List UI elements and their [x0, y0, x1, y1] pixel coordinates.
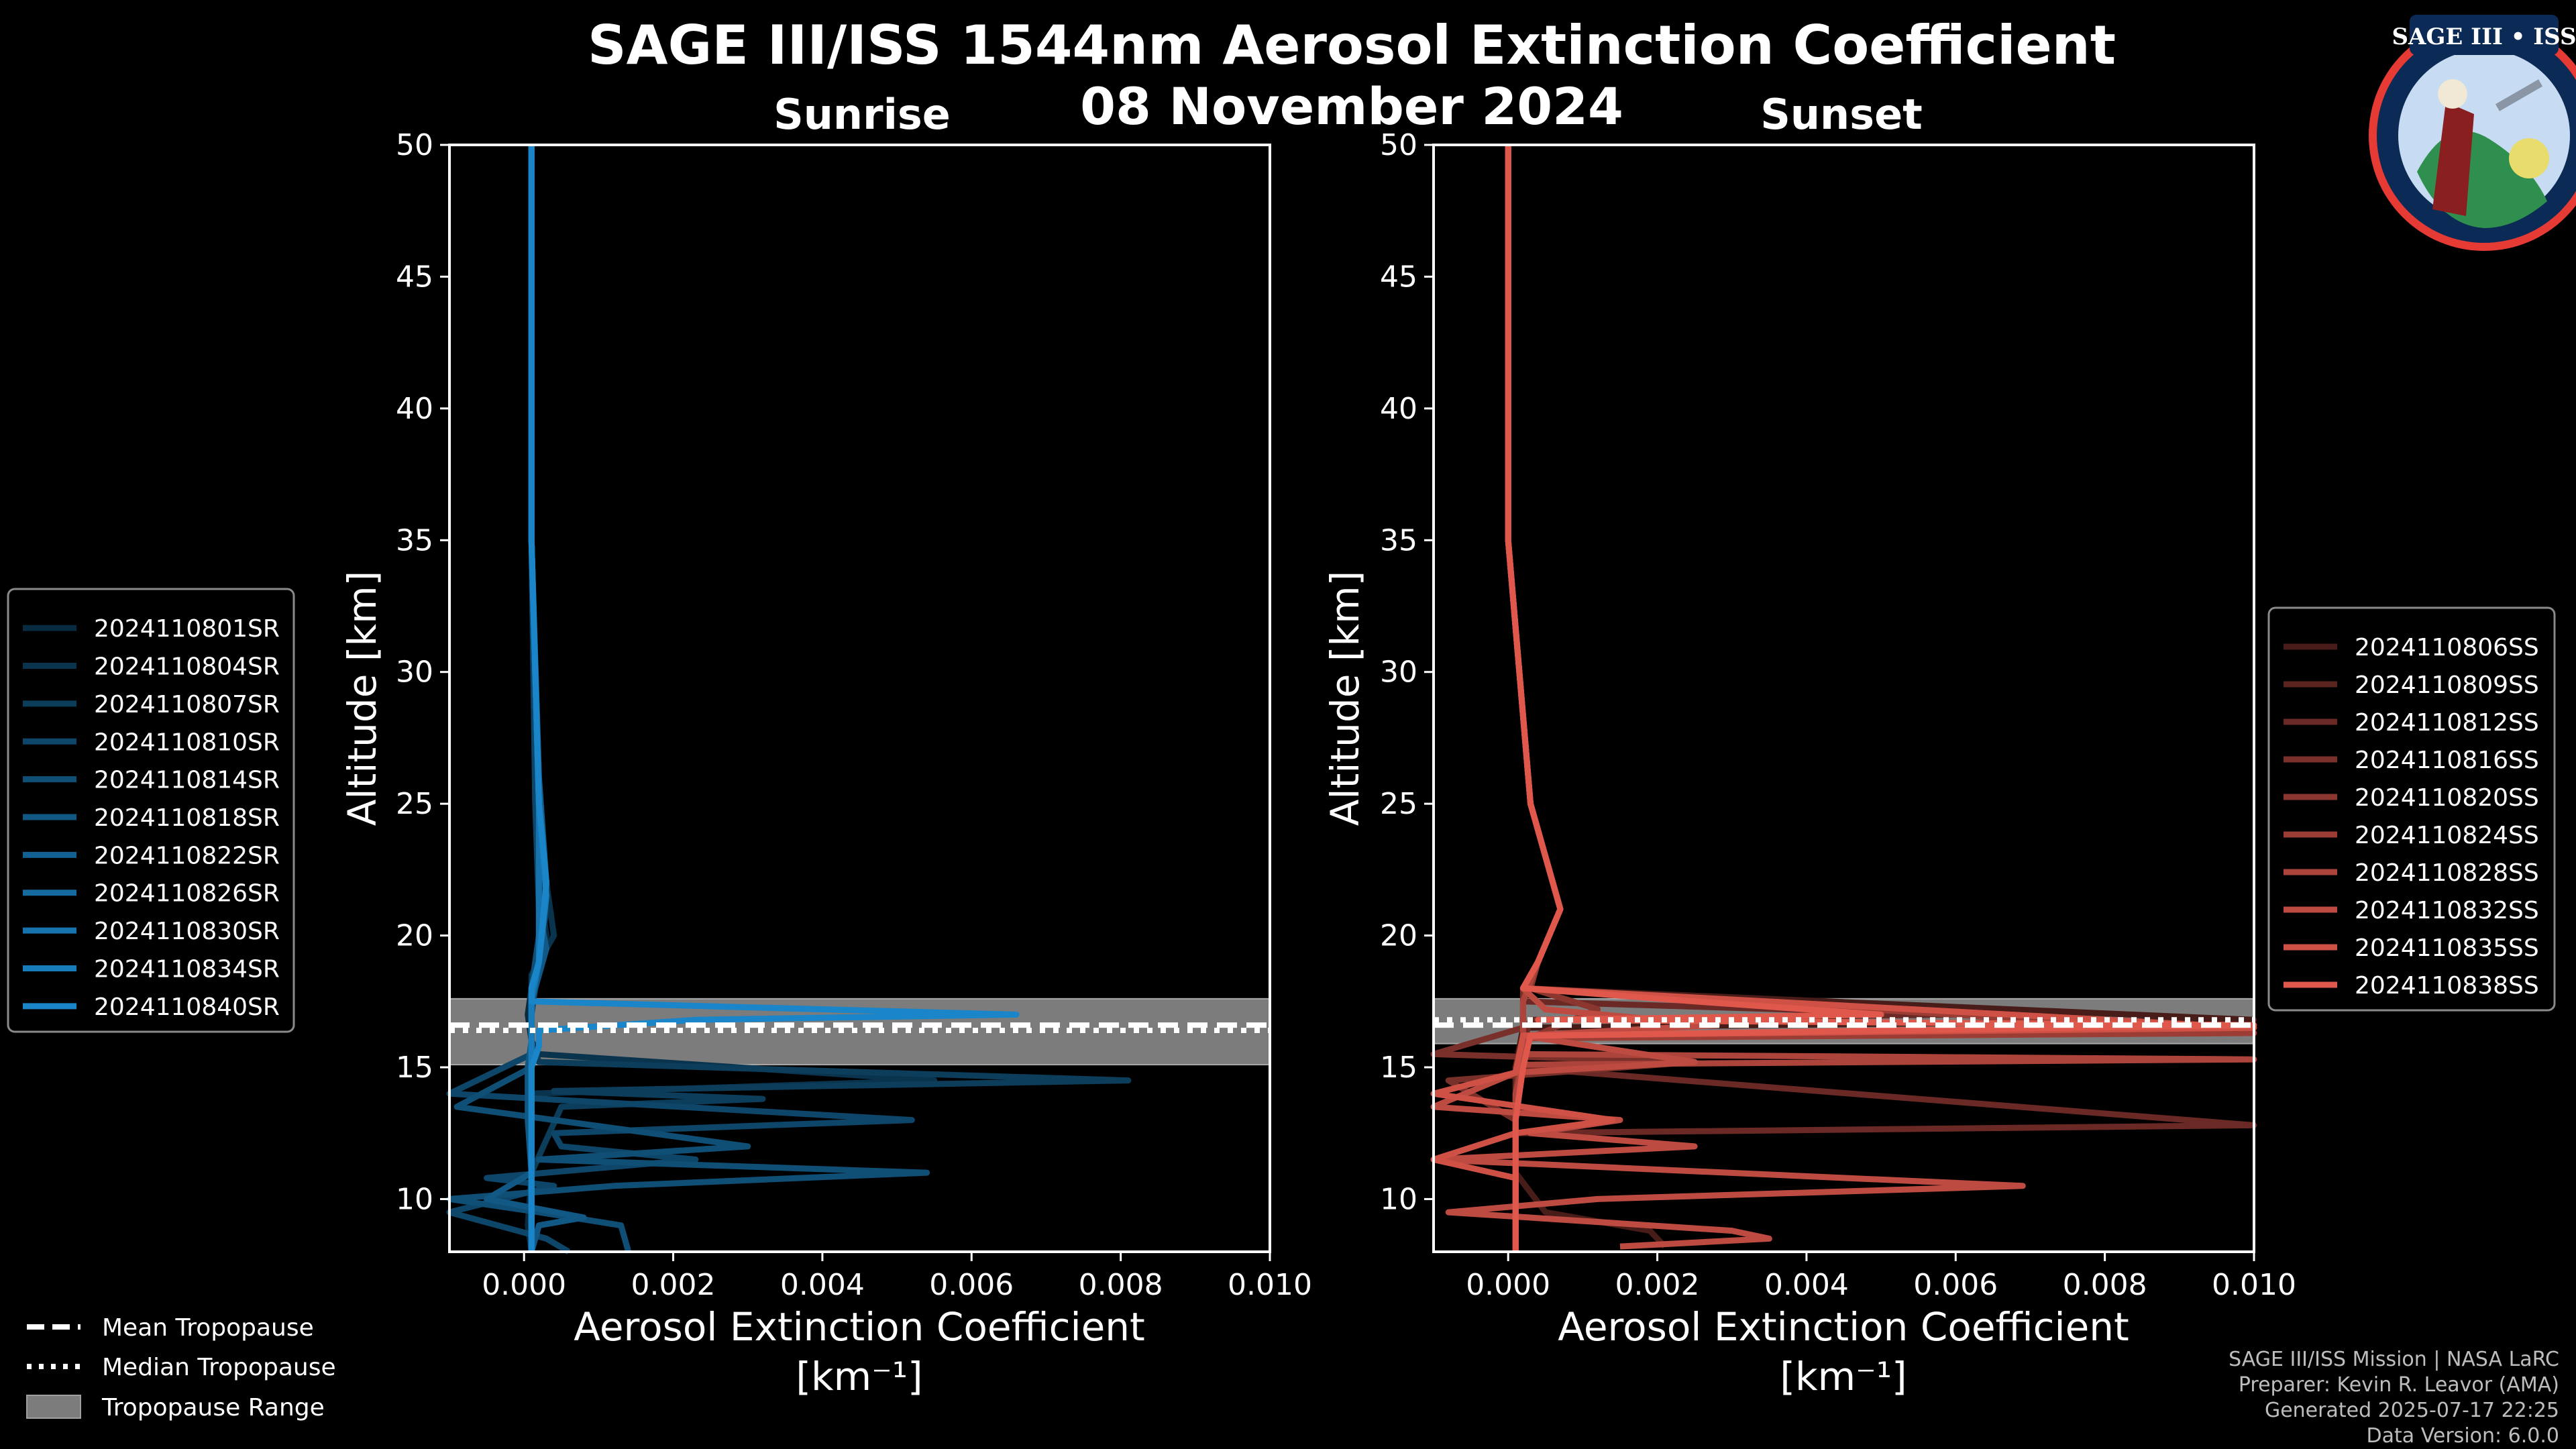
logo-text: SAGE III • ISS	[2392, 23, 2576, 50]
sunset-legend-label: 2024110828SS	[2355, 859, 2539, 887]
sunrise-panel: Sunrise 0.000 0.002 0.004 0.006 0.008 0.010 10…	[339, 90, 1312, 1399]
sunrise-y-tick-label: 40	[396, 392, 433, 426]
sunrise-legend-label: 2024110830SR	[94, 918, 280, 945]
sunrise-y-tick-label: 25	[396, 787, 433, 821]
sunrise-y-tick-label: 35	[396, 523, 433, 557]
sunset-legend-label: 2024110838SS	[2355, 972, 2539, 1000]
sunset-x-axis-label: Aerosol Extinction Coefficient	[1558, 1304, 2129, 1350]
sunset-panel-title: Sunset	[1760, 90, 1923, 139]
sunset-legend-label: 2024110809SS	[2355, 672, 2539, 699]
sunset-x-tick-label: 0.006	[1913, 1268, 1998, 1302]
sunrise-x-tick-label: 0.008	[1079, 1268, 1163, 1302]
sunrise-y-tick-label: 20	[396, 919, 433, 953]
logo-sun-icon	[2509, 138, 2549, 178]
sunset-y-tick-label: 35	[1380, 523, 1417, 557]
sunset-y-tick-label: 40	[1380, 392, 1417, 426]
sunrise-y-tick-label: 45	[396, 260, 433, 294]
tropopause-range-legend-label: Tropopause Range	[101, 1394, 325, 1421]
sunrise-x-axis-label: Aerosol Extinction Coefficient	[574, 1304, 1145, 1350]
sunset-y-tick-label: 45	[1380, 260, 1417, 294]
sunset-legend-frame	[2267, 606, 2556, 1012]
sunrise-legend-label: 2024110834SR	[94, 955, 280, 983]
sunrise-legend-label: 2024110810SR	[94, 729, 280, 756]
logo-figure-head-icon	[2438, 79, 2467, 109]
sunset-legend-label: 2024110816SS	[2355, 747, 2539, 774]
sunrise-y-tick-label: 15	[396, 1051, 433, 1085]
sunrise-panel-title: Sunrise	[773, 90, 951, 139]
sunrise-legend-label: 2024110814SR	[94, 767, 280, 794]
credits: SAGE III/ISS Mission | NASA LaRC Prepare…	[2229, 1348, 2559, 1448]
chart-subtitle: 08 November 2024	[1080, 76, 1623, 136]
sunset-legend-label: 2024110824SS	[2355, 822, 2539, 849]
sunset-panel: Sunset 0.000 0.002 0.004 0.006 0.008 0.010 10 1…	[1322, 90, 2296, 1399]
sunrise-x-tick-label: 0.000	[482, 1268, 566, 1302]
sunset-x-tick-label: 0.002	[1615, 1268, 1700, 1302]
sunrise-plot-frame	[448, 144, 1271, 1253]
logo-station-icon	[2495, 79, 2543, 111]
sunrise-x-tick-label: 0.006	[929, 1268, 1014, 1302]
sunset-y-tick-label: 10	[1380, 1182, 1417, 1216]
sunset-y-tick-label: 15	[1380, 1051, 1417, 1085]
sunrise-x-tick-label: 0.002	[631, 1268, 716, 1302]
sunset-legend-label: 2024110812SS	[2355, 709, 2539, 737]
sunset-legend-label: 2024110806SS	[2355, 634, 2539, 661]
sunrise-x-axis-unit: [km⁻¹]	[796, 1354, 922, 1399]
tropopause-range-legend-swatch	[26, 1395, 81, 1419]
sunset-y-tick-label: 50	[1380, 128, 1417, 162]
sunset-x-tick-label: 0.000	[1466, 1268, 1550, 1302]
sunrise-legend-label: 2024110840SR	[94, 994, 280, 1021]
sunrise-legend-label: 2024110818SR	[94, 804, 280, 832]
credit-data-version: Data Version: 6.0.0	[2367, 1424, 2559, 1448]
sunrise-legend: 2024110801SR 2024110804SR 2024110807SR 2024…	[7, 588, 295, 1033]
sunrise-x-tick-label: 0.010	[1228, 1268, 1312, 1302]
sunset-x-tick-label: 0.008	[2063, 1268, 2147, 1302]
sunrise-y-tick-label: 30	[396, 655, 433, 690]
sunset-x-axis-unit: [km⁻¹]	[1780, 1354, 1907, 1399]
sunrise-y-axis-label: Altitude [km]	[339, 571, 385, 826]
sunset-profile-2024110838SS	[1505, 145, 2257, 1252]
logo-banner	[2410, 15, 2559, 55]
median-tropopause-legend-label: Median Tropopause	[102, 1354, 336, 1381]
logo-figure-icon	[2432, 102, 2474, 216]
sunset-y-tick-label: 30	[1380, 655, 1417, 690]
sunrise-legend-label: 2024110807SR	[94, 691, 280, 718]
sunrise-y-tick-label: 10	[396, 1182, 433, 1216]
sunrise-legend-label: 2024110822SR	[94, 842, 280, 869]
sunset-x-tick-label: 0.004	[1764, 1268, 1849, 1302]
sunrise-legend-label: 2024110801SR	[94, 615, 280, 643]
sunrise-profile-2024110840SR	[528, 145, 1020, 1252]
sunset-legend: 2024110806SS 2024110809SS 2024110812SS 2024…	[2267, 606, 2556, 1012]
sunrise-legend-label: 2024110826SR	[94, 880, 280, 908]
sunset-y-tick-label: 25	[1380, 787, 1417, 821]
sunrise-legend-label: 2024110804SR	[94, 653, 280, 681]
sunrise-x-tick-label: 0.004	[780, 1268, 865, 1302]
sunrise-legend-frame	[7, 588, 295, 1033]
sunset-legend-label: 2024110820SS	[2355, 784, 2539, 812]
mean-tropopause-legend-label: Mean Tropopause	[102, 1314, 314, 1342]
mission-logo: SAGE III • ISS	[2369, 15, 2576, 251]
tropopause-legend: Mean Tropopause Median Tropopause Tropop…	[26, 1314, 336, 1421]
chart-title: SAGE III/ISS 1544nm Aerosol Extinction C…	[588, 14, 2116, 76]
credit-preparer: Preparer: Kevin R. Leavor (AMA)	[2239, 1373, 2559, 1397]
sunrise-y-tick-label: 50	[396, 128, 433, 162]
sunset-y-axis-label: Altitude [km]	[1322, 571, 1368, 826]
sunset-legend-label: 2024110832SS	[2355, 897, 2539, 924]
sunset-x-tick-label: 0.010	[2212, 1268, 2296, 1302]
sunset-plot-frame	[1432, 144, 2255, 1253]
sunset-legend-label: 2024110835SS	[2355, 934, 2539, 962]
sunset-y-tick-label: 20	[1380, 919, 1417, 953]
credit-mission: SAGE III/ISS Mission | NASA LaRC	[2229, 1348, 2559, 1371]
credit-generated: Generated 2025-07-17 22:25	[2265, 1399, 2559, 1422]
